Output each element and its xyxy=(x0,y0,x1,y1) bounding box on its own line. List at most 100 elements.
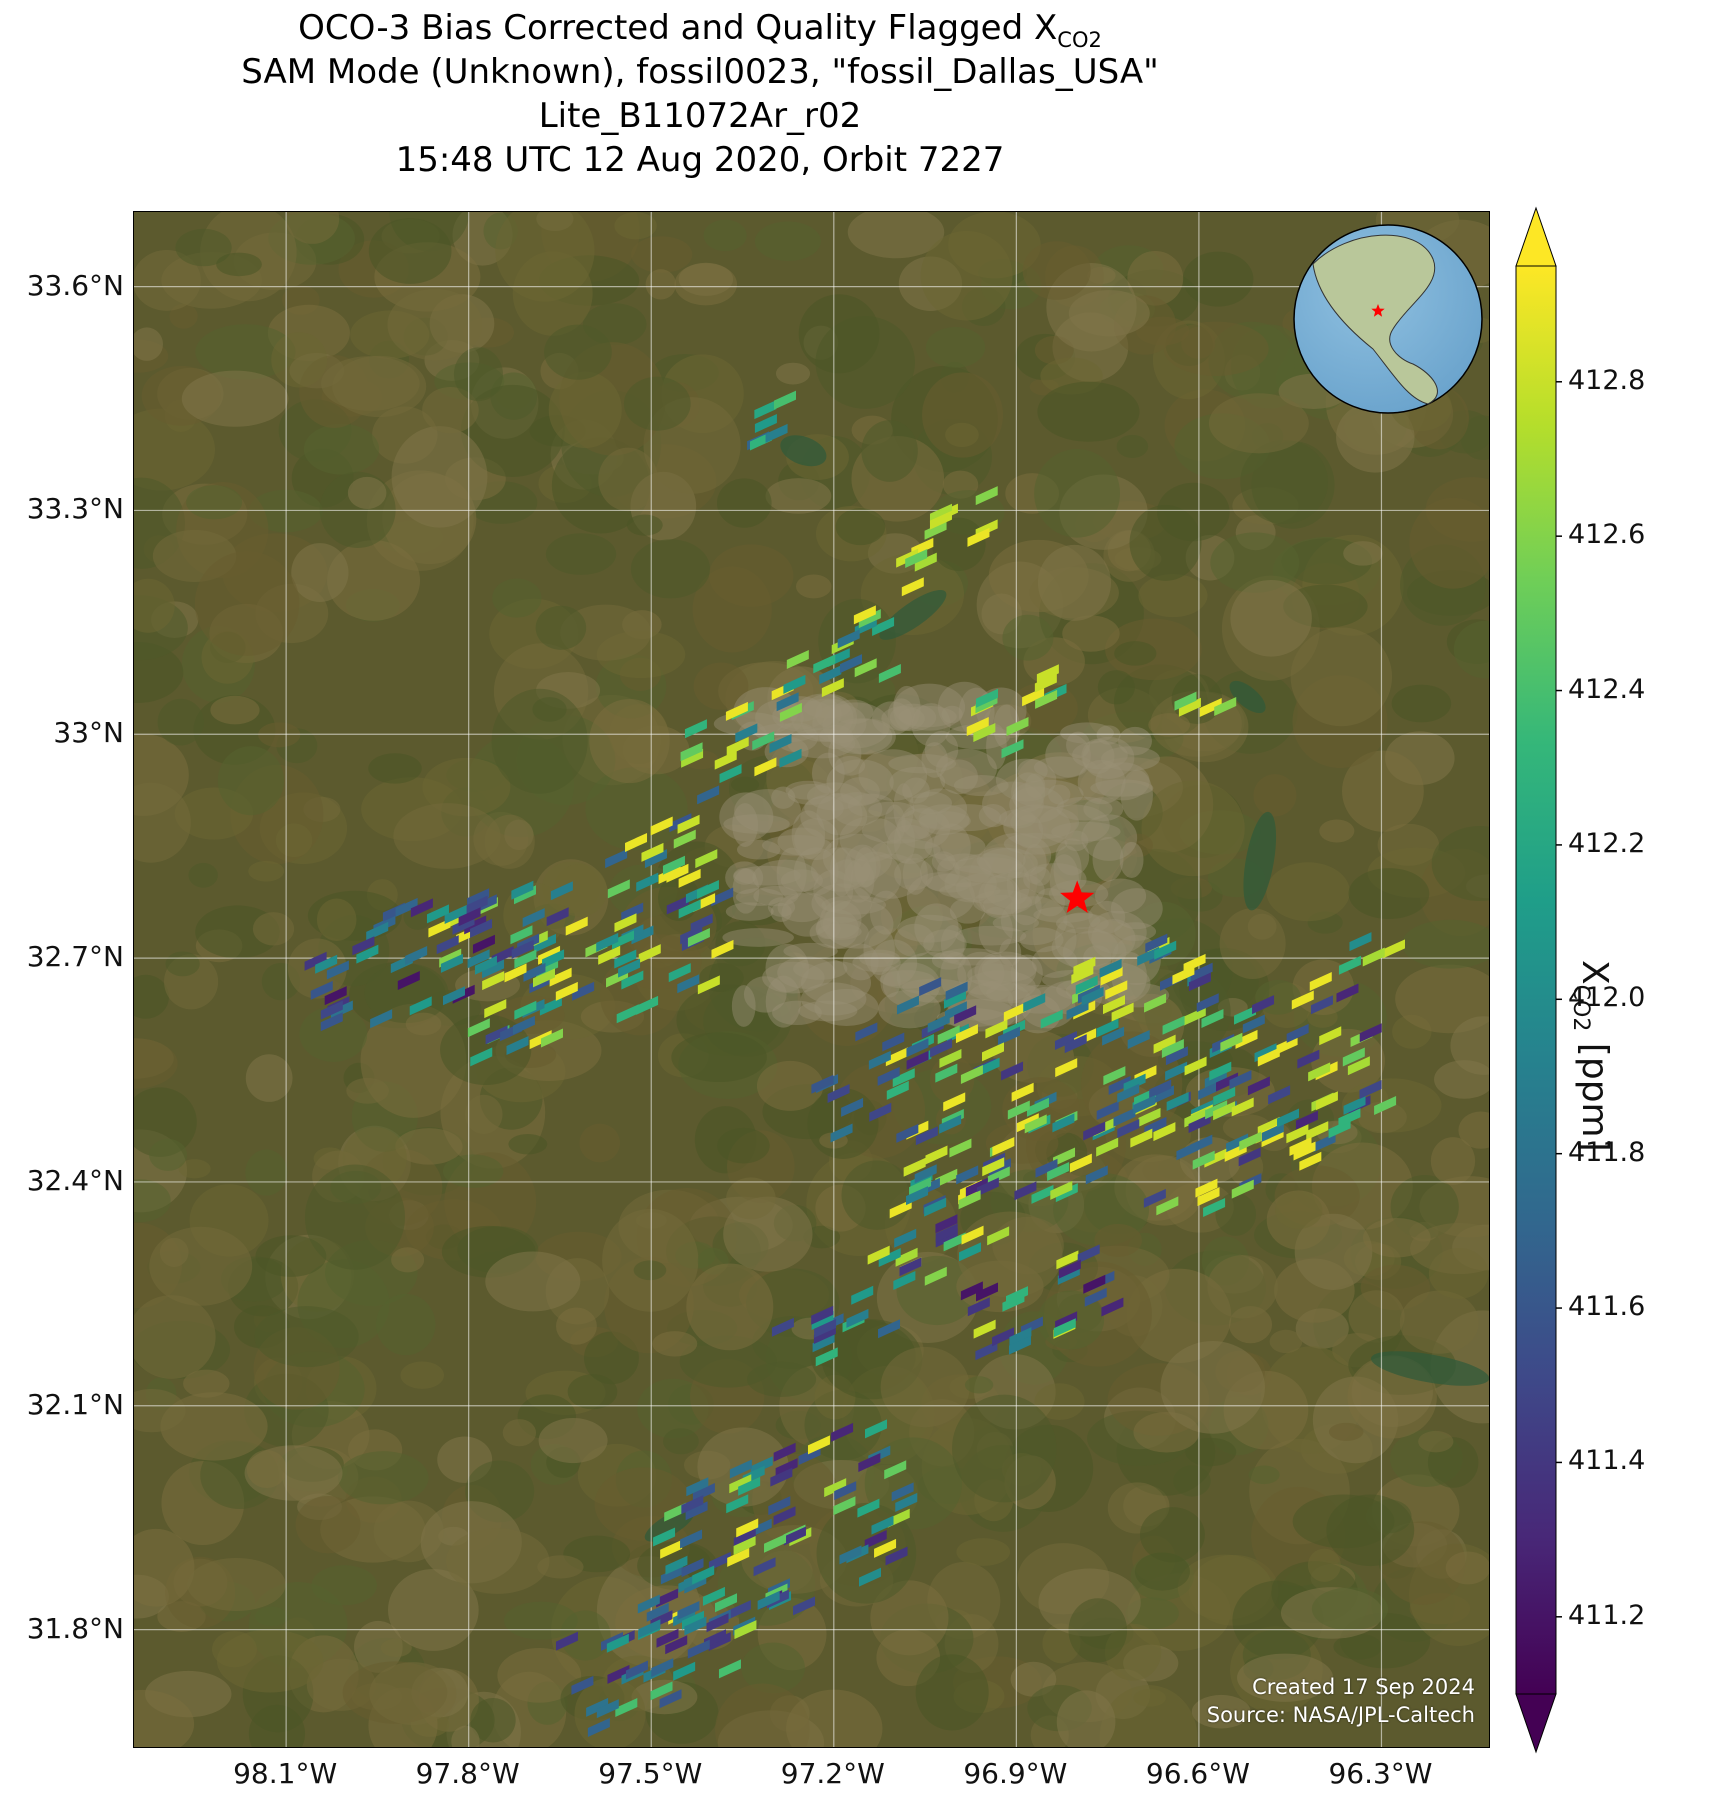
xco2-footprint xyxy=(673,1661,696,1681)
xco2-footprint xyxy=(919,977,942,997)
lat-tick-label: 32.4°N xyxy=(26,1163,124,1197)
lake xyxy=(780,435,827,467)
xco2-footprint xyxy=(1069,1153,1092,1173)
xco2-footprint xyxy=(783,1526,806,1546)
xco2-footprint xyxy=(1184,1056,1207,1076)
xco2-footprint xyxy=(410,898,433,918)
xco2-footprint xyxy=(539,996,562,1016)
xco2-footprint xyxy=(1308,1062,1331,1082)
xco2-footprint xyxy=(765,423,788,443)
xco2-footprint xyxy=(924,520,947,540)
xco2-footprint xyxy=(482,971,505,991)
xco2-footprint xyxy=(967,527,990,547)
xco2-footprint xyxy=(1035,1158,1058,1178)
xco2-footprint xyxy=(638,1619,661,1639)
xco2-footprint xyxy=(1257,1047,1280,1067)
xco2-footprint xyxy=(680,742,703,762)
xco2-footprint xyxy=(702,1586,725,1606)
xco2-footprint xyxy=(1053,1147,1076,1167)
xco2-footprint xyxy=(1085,1165,1108,1185)
xco2-footprint xyxy=(725,701,748,721)
xco2-footprint xyxy=(616,1004,639,1024)
xco2-footprint xyxy=(458,907,481,927)
xco2-footprint xyxy=(1022,687,1045,707)
sounding-cluster-w-main xyxy=(428,813,734,1067)
xco2-footprint xyxy=(1268,1085,1291,1105)
xco2-footprint xyxy=(474,955,497,975)
xco2-footprint xyxy=(650,1681,673,1701)
chart-title-line-4: 15:48 UTC 12 Aug 2020, Orbit 7227 xyxy=(395,140,1005,180)
xco2-footprint xyxy=(726,736,749,756)
xco2-footprint xyxy=(1047,1161,1070,1181)
xco2-footprint xyxy=(1099,958,1122,978)
xco2-footprint xyxy=(491,945,514,965)
xco2-footprint xyxy=(1235,1029,1258,1049)
xco2-footprint xyxy=(304,951,327,971)
colorbar-tick-label: 412.2 xyxy=(1568,827,1646,859)
xco2-footprint xyxy=(1156,1196,1179,1216)
xco2-footprint xyxy=(1319,1026,1342,1046)
xco2-footprint xyxy=(1034,673,1057,693)
xco2-footprint xyxy=(1214,697,1237,717)
xco2-footprint xyxy=(1165,1046,1188,1066)
xco2-footprint xyxy=(310,980,333,1000)
xco2-footprint xyxy=(1238,1147,1261,1167)
xco2-footprint xyxy=(1196,993,1219,1013)
sounding-cluster-n-west xyxy=(680,674,806,805)
xco2-footprint xyxy=(1313,1133,1336,1153)
xco2-footprint xyxy=(726,1494,749,1514)
xco2-footprint xyxy=(864,1530,887,1550)
colorbar-tick-label: 412.0 xyxy=(1568,982,1646,1014)
xco2-footprint xyxy=(896,995,919,1015)
xco2-footprint xyxy=(522,908,545,928)
xco2-footprint xyxy=(1054,1031,1077,1051)
xco2-footprint xyxy=(696,879,719,899)
xco2-footprint xyxy=(753,1557,776,1577)
xco2-footprint xyxy=(1183,1006,1206,1026)
xco2-footprint xyxy=(906,1186,929,1206)
xco2-footprint xyxy=(514,1000,537,1020)
xco2-footprint xyxy=(1009,1327,1032,1347)
xco2-footprint xyxy=(1084,1287,1107,1307)
xco2-footprint xyxy=(906,1038,929,1058)
xco2-footprint xyxy=(813,654,836,674)
xco2-footprint xyxy=(1204,1148,1227,1168)
xco2-footprint xyxy=(607,1664,630,1684)
xco2-footprint xyxy=(352,936,375,956)
xco2-footprint xyxy=(1137,946,1160,966)
xco2-footprint xyxy=(484,999,507,1019)
xco2-footprint xyxy=(1001,739,1024,759)
xco2-footprint xyxy=(685,1501,708,1521)
xco2-footprint xyxy=(935,1214,958,1234)
xco2-footprint xyxy=(611,930,634,950)
xco2-footprint xyxy=(815,1347,838,1367)
xco2-footprint xyxy=(894,1228,917,1248)
xco2-footprint xyxy=(764,1533,787,1553)
xco2-footprint xyxy=(882,1032,905,1052)
xco2-footprint xyxy=(1011,1082,1034,1102)
xco2-footprint xyxy=(878,663,901,683)
xco2-footprint xyxy=(975,486,998,506)
lake xyxy=(1371,1351,1489,1386)
xco2-footprint xyxy=(925,1145,948,1165)
xco2-footprint xyxy=(1342,1047,1365,1067)
xco2-footprint xyxy=(884,1460,907,1480)
map-panel[interactable]: Created 17 Sep 2024 Source: NASA/JPL-Cal… xyxy=(133,211,1490,1748)
xco2-footprint xyxy=(1166,1092,1189,1112)
colorbar-tick-label: 411.4 xyxy=(1568,1445,1646,1477)
xco2-footprint xyxy=(1165,1061,1188,1081)
xco2-footprint xyxy=(718,1659,741,1679)
xco2-footprint xyxy=(754,400,777,420)
xco2-footprint xyxy=(662,855,685,875)
xco2-footprint xyxy=(738,1476,761,1496)
xco2-footprint xyxy=(680,925,703,945)
xco2-footprint xyxy=(529,1030,552,1050)
xco2-footprint xyxy=(436,935,459,955)
xco2-footprint xyxy=(736,1518,759,1538)
xco2-footprint xyxy=(692,1565,715,1585)
xco2-footprint xyxy=(587,1718,610,1738)
xco2-footprint xyxy=(868,1050,891,1070)
xco2-footprint xyxy=(1151,1085,1174,1105)
xco2-footprint xyxy=(565,916,588,936)
xco2-footprint xyxy=(935,1168,958,1188)
